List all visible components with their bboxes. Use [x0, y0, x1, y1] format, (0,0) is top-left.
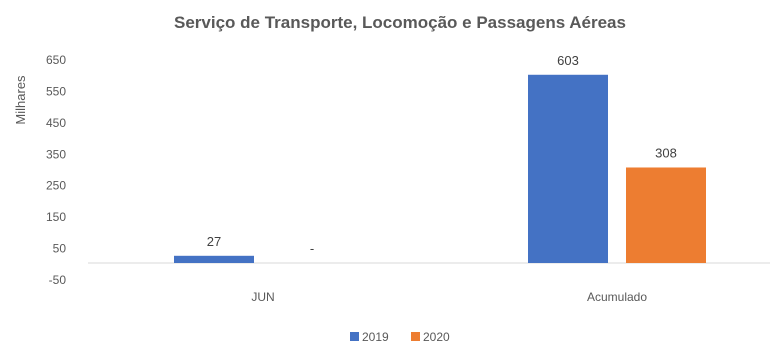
bar-2019-acumulado — [528, 74, 608, 264]
y-axis-label: Milhares — [13, 75, 28, 125]
y-tick-label: 550 — [46, 84, 66, 98]
data-label: 27 — [207, 234, 221, 249]
bars — [174, 74, 706, 264]
y-tick-label: 50 — [53, 242, 67, 256]
y-tick-label: 350 — [46, 147, 66, 161]
legend: 2019 2020 — [350, 330, 450, 343]
y-tick-label: 450 — [46, 116, 66, 130]
legend-label: 2020 — [423, 330, 450, 343]
data-label: 603 — [557, 53, 579, 68]
legend-swatch — [350, 332, 359, 341]
chart-title: Serviço de Transporte, Locomoção e Passa… — [174, 13, 626, 32]
data-labels: 27 - 603 308 — [207, 53, 677, 256]
bar-2020-acumulado — [626, 167, 706, 263]
y-tick-label: -50 — [49, 273, 67, 287]
x-category-label: JUN — [251, 290, 274, 304]
y-axis-ticks: 650 550 450 350 250 150 50 -50 — [46, 53, 66, 287]
data-label: 308 — [655, 145, 677, 160]
legend-swatch — [411, 332, 420, 341]
y-tick-label: 150 — [46, 210, 66, 224]
x-axis-labels: JUN Acumulado — [251, 290, 647, 304]
bar-2019-jun — [174, 255, 254, 263]
y-tick-label: 250 — [46, 179, 66, 193]
legend-label: 2019 — [362, 330, 389, 343]
data-label: - — [310, 241, 314, 256]
x-category-label: Acumulado — [587, 290, 647, 304]
y-tick-label: 650 — [46, 53, 66, 67]
